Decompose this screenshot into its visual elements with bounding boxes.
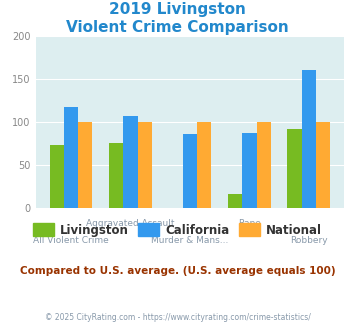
Text: Rape: Rape [238,219,261,228]
Bar [228,194,242,208]
Text: Compared to U.S. average. (U.S. average equals 100): Compared to U.S. average. (U.S. average … [20,266,335,276]
Bar [316,122,330,208]
Legend: Livingston, California, National: Livingston, California, National [28,219,327,241]
Text: Murder & Mans...: Murder & Mans... [151,236,229,245]
Text: © 2025 CityRating.com - https://www.cityrating.com/crime-statistics/: © 2025 CityRating.com - https://www.city… [45,314,310,322]
Bar [242,133,257,208]
Bar [197,122,211,208]
Bar [183,134,197,208]
Text: All Violent Crime: All Violent Crime [33,236,109,245]
Bar [123,116,138,208]
Text: Aggravated Assault: Aggravated Assault [86,219,175,228]
Text: Violent Crime Comparison: Violent Crime Comparison [66,20,289,35]
Text: 2019 Livingston: 2019 Livingston [109,2,246,16]
Bar [138,122,152,208]
Bar [109,143,123,208]
Text: Robbery: Robbery [290,236,328,245]
Bar [288,129,302,208]
Bar [302,70,316,208]
Bar [257,122,271,208]
Bar [78,122,92,208]
Bar [50,145,64,208]
Bar [64,107,78,208]
